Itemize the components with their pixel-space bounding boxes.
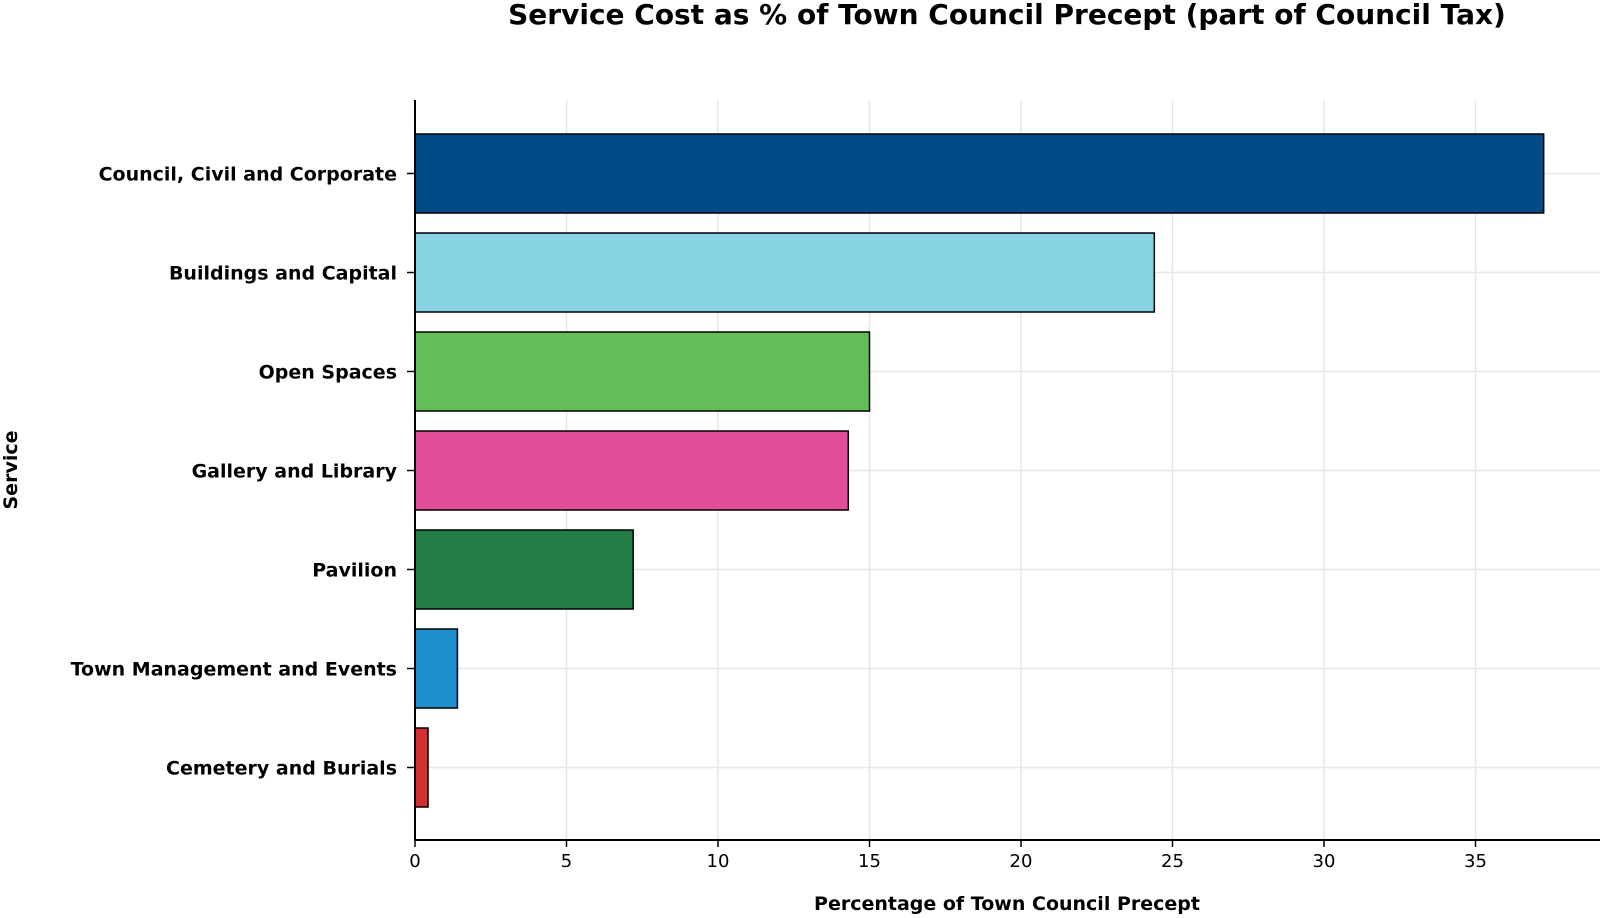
y-tick-label: Pavilion <box>312 560 397 582</box>
x-tick-label: 10 <box>707 851 730 872</box>
y-tick-label: Town Management and Events <box>71 659 397 681</box>
x-tick-label: 15 <box>858 851 881 872</box>
y-tick-label: Cemetery and Burials <box>166 758 397 780</box>
y-tick-label: Council, Civil and Corporate <box>99 164 397 186</box>
bar <box>414 727 429 808</box>
bar <box>414 331 871 412</box>
bar <box>414 628 459 709</box>
x-tick-label: 5 <box>561 851 572 872</box>
bar <box>414 529 634 610</box>
x-axis-label: Percentage of Town Council Precept <box>814 893 1200 914</box>
x-tick-label: 25 <box>1161 851 1184 872</box>
x-tick-label: 30 <box>1313 851 1336 872</box>
x-tick-label: 35 <box>1464 851 1487 872</box>
y-tick-label: Gallery and Library <box>192 461 398 483</box>
x-tick-label: 0 <box>409 851 420 872</box>
y-tick-label: Open Spaces <box>259 362 397 384</box>
x-tick-label: 20 <box>1010 851 1033 872</box>
chart-title: Service Cost as % of Town Council Precep… <box>508 0 1506 31</box>
y-tick-label: Buildings and Capital <box>169 263 397 285</box>
bar <box>414 133 1545 214</box>
bar <box>414 232 1156 313</box>
bar <box>414 430 850 511</box>
y-axis-label: Service <box>0 431 22 510</box>
